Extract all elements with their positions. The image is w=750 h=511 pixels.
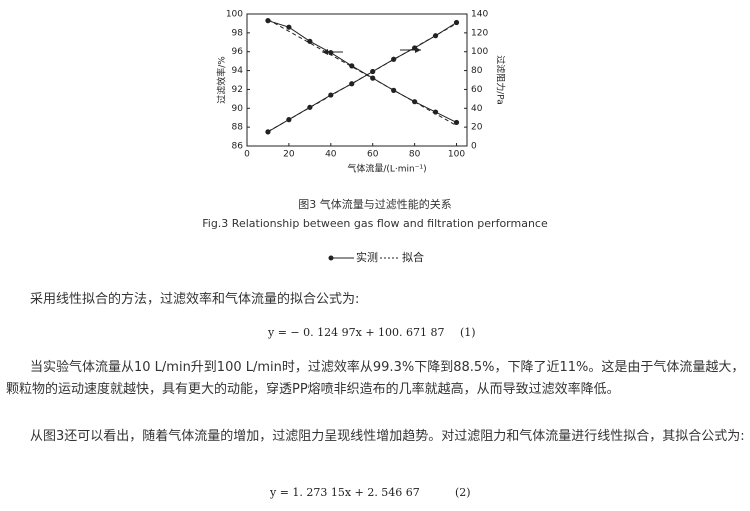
equation: y = − 0. 124 97x + 100. 671 87 [268, 326, 445, 339]
y-tick-label: 92 [232, 85, 243, 95]
y-tick-label: 100 [226, 10, 243, 20]
x-tick-label: 60 [367, 150, 379, 160]
fit-line [267, 19, 457, 126]
equation-number: (1) [460, 326, 476, 339]
y2-axis-title: 过滤阻力/Pa [495, 55, 507, 105]
y-tick-label: 94 [232, 66, 244, 76]
y-tick-label: 88 [232, 123, 244, 133]
caption-en: Fig.3 Relationship between gas flow and … [202, 217, 548, 230]
y2-tick-label: 0 [471, 142, 477, 152]
y-tick-label: 98 [232, 28, 244, 38]
x-tick-label: 0 [244, 150, 250, 160]
data-point [349, 81, 355, 87]
data-point [286, 24, 292, 30]
data-point [453, 119, 460, 126]
data-point [432, 33, 439, 39]
y-tick-label: 86 [232, 142, 244, 152]
y-axis-title: 过滤效率/% [216, 56, 228, 104]
data-point [307, 38, 313, 44]
y2-tick-label: 140 [471, 10, 488, 20]
data-point [349, 63, 355, 69]
y-tick-label: 90 [232, 104, 244, 114]
data-point [307, 104, 313, 110]
x-tick-label: 40 [325, 150, 337, 160]
caption-cn: 图3 气体流量与过滤性能的关系 [298, 197, 452, 211]
y2-tick-label: 100 [471, 47, 488, 57]
y2-tick-label: 60 [471, 85, 483, 95]
equation-number: (2) [455, 486, 471, 499]
y2-tick-label: 120 [471, 28, 488, 38]
x-tick-label: 20 [283, 150, 295, 160]
data-point [265, 18, 271, 24]
data-point [391, 87, 397, 93]
paragraph: 从图3还可以看出，随着气体流量的增加，过滤阻力呈现线性增加趋势。对过滤阻力和气体… [30, 429, 745, 444]
y2-tick-label: 20 [471, 123, 483, 133]
data-line [267, 20, 457, 123]
legend-label: 实测 [356, 250, 378, 264]
plot-frame [246, 13, 468, 147]
x-tick-label: 100 [448, 150, 465, 160]
x-tick-label: 80 [409, 150, 421, 160]
y2-tick-label: 80 [471, 66, 483, 76]
data-point [453, 19, 460, 26]
y-tick-label: 96 [232, 47, 244, 57]
y2-tick-label: 40 [471, 104, 483, 114]
figure: 气体流量/(L·min⁻¹) 过滤效率/% 过滤阻力/Pa 图3 气体流量与过滤… [202, 10, 548, 265]
paragraph: 当实验气体流量从10 L/min升到100 L/min时，过滤效率从99.3%下… [6, 360, 745, 397]
fit-line [267, 23, 457, 133]
x-axis-title: 气体流量/(L·min⁻¹) [347, 163, 426, 175]
legend-label: 拟合 [402, 250, 424, 264]
equation: y = 1. 273 15x + 2. 546 67 [270, 486, 420, 499]
paragraph: 采用线性拟合的方法，过滤效率和气体流量的拟合公式为: [30, 292, 360, 307]
